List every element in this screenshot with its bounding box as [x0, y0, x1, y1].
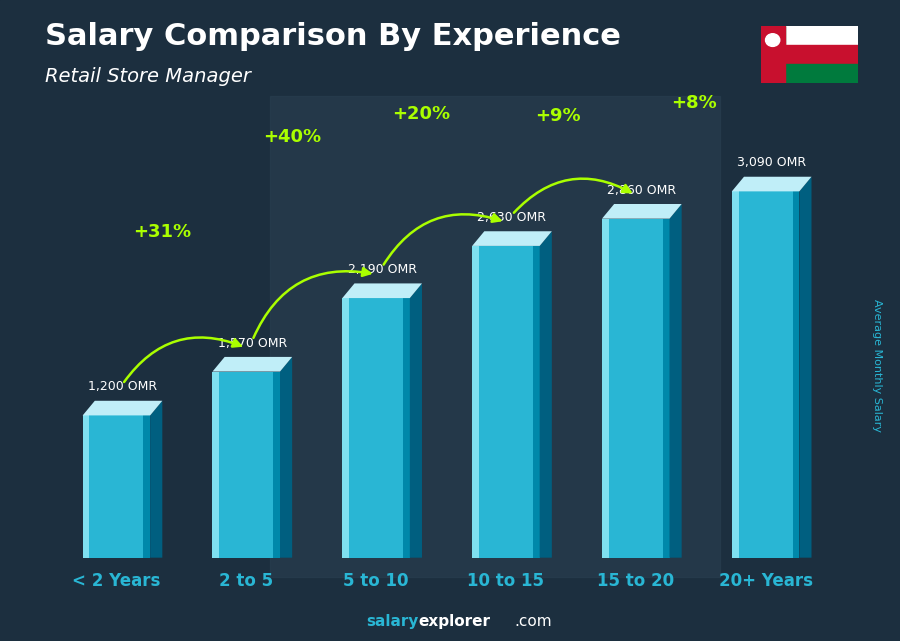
Polygon shape [602, 204, 681, 219]
Bar [785, 45, 858, 64]
Bar [732, 192, 739, 558]
Bar [270, 96, 720, 577]
Text: .com: .com [515, 615, 553, 629]
Polygon shape [472, 231, 552, 246]
Text: 1,200 OMR: 1,200 OMR [88, 381, 157, 394]
Text: Average Monthly Salary: Average Monthly Salary [872, 299, 883, 432]
Text: 2,190 OMR: 2,190 OMR [347, 263, 417, 276]
Bar [212, 372, 280, 558]
Bar [342, 298, 349, 558]
Text: salary: salary [366, 615, 418, 629]
Polygon shape [799, 177, 812, 558]
Polygon shape [732, 177, 812, 192]
Text: explorer: explorer [418, 615, 490, 629]
Text: +20%: +20% [392, 105, 451, 123]
Bar [760, 26, 785, 83]
Bar [403, 298, 410, 558]
Bar [785, 64, 858, 83]
Bar [472, 246, 479, 558]
Bar [602, 219, 670, 558]
Text: +40%: +40% [263, 128, 320, 146]
Text: 1,570 OMR: 1,570 OMR [218, 337, 287, 349]
Text: 2,630 OMR: 2,630 OMR [478, 211, 546, 224]
Bar [793, 192, 799, 558]
Polygon shape [150, 401, 162, 558]
Bar [83, 415, 89, 558]
Text: 2,860 OMR: 2,860 OMR [608, 184, 677, 197]
Polygon shape [540, 231, 552, 558]
Bar [342, 298, 410, 558]
Polygon shape [212, 357, 292, 372]
Bar [602, 219, 608, 558]
Bar [785, 64, 858, 83]
Bar [274, 372, 280, 558]
Bar [472, 246, 540, 558]
Bar [212, 372, 220, 558]
Text: Retail Store Manager: Retail Store Manager [45, 67, 251, 87]
Bar [662, 219, 670, 558]
Polygon shape [670, 204, 681, 558]
Bar [83, 415, 150, 558]
Text: Salary Comparison By Experience: Salary Comparison By Experience [45, 22, 621, 51]
Bar [143, 415, 150, 558]
Text: 3,090 OMR: 3,090 OMR [737, 156, 806, 169]
Circle shape [766, 34, 779, 46]
Polygon shape [410, 283, 422, 558]
Bar [732, 192, 799, 558]
Polygon shape [342, 283, 422, 298]
Bar [533, 246, 540, 558]
Text: +8%: +8% [671, 94, 717, 112]
Bar [760, 26, 785, 83]
Text: +31%: +31% [133, 223, 191, 242]
Polygon shape [83, 401, 162, 415]
Polygon shape [280, 357, 292, 558]
Text: +9%: +9% [535, 107, 581, 125]
